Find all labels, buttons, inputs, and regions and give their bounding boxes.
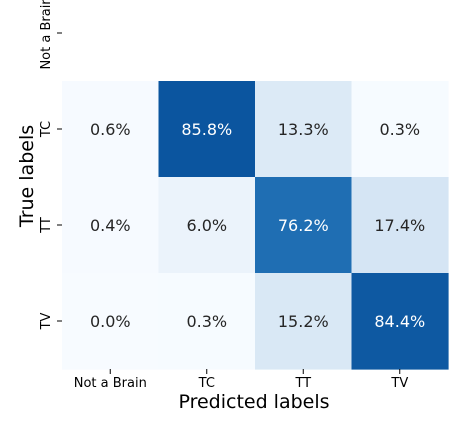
x-axis-title: Predicted labels bbox=[178, 391, 329, 413]
cell-value-label: 0.4% bbox=[90, 216, 131, 235]
y-tick-label-not-a-brain: Not a Brain bbox=[39, 0, 54, 70]
y-axis-ticks: Not a Brain TC TT TV bbox=[39, 0, 62, 330]
heatmap-cell-tc-tv bbox=[351, 81, 449, 178]
heatmap-cell-tv-not-a-brain bbox=[62, 273, 160, 370]
cell-value-label: 85.8% bbox=[181, 120, 232, 139]
heatmap-cell-tc-not-a-brain bbox=[62, 81, 160, 178]
heatmap-cell-tt-not-a-brain bbox=[62, 177, 160, 274]
x-axis-ticks: Not a Brain TC TT TV bbox=[74, 369, 408, 391]
heatmap-cell-tt-tc bbox=[158, 177, 256, 274]
heatmap-cell-tc-tc bbox=[158, 81, 256, 178]
heatmap-cell-tc-tt bbox=[255, 81, 353, 178]
heatmap-cells bbox=[62, 81, 449, 370]
cell-value-label: 17.4% bbox=[374, 216, 425, 235]
y-tick-label-tv: TV bbox=[39, 312, 54, 330]
x-tick-label-not-a-brain: Not a Brain bbox=[74, 376, 147, 391]
heatmap-cell-labels: 0.6% 85.8% 13.3% 0.3% 0.4% 6.0% 76.2% 17.4% 0.0%… bbox=[90, 120, 425, 331]
cell-value-label: 0.6% bbox=[90, 120, 131, 139]
cell-value-label: 0.3% bbox=[379, 120, 420, 139]
cell-value-label: 84.4% bbox=[374, 312, 425, 331]
heatmap-cell-tt-tt bbox=[255, 177, 353, 274]
heatmap-cell-tv-tt bbox=[255, 273, 353, 370]
cell-value-label: 15.2% bbox=[278, 312, 329, 331]
y-tick-label-tt: TT bbox=[39, 217, 54, 234]
heatmap-cell-tv-tc bbox=[158, 273, 256, 370]
cell-value-label: 0.3% bbox=[186, 312, 227, 331]
x-tick-label-tc: TC bbox=[198, 376, 215, 391]
x-tick-label-tt: TT bbox=[294, 376, 311, 391]
heatmap-cell-tt-tv bbox=[351, 177, 449, 274]
cell-value-label: 6.0% bbox=[186, 216, 227, 235]
cell-value-label: 0.0% bbox=[90, 312, 131, 331]
x-tick-label-tv: TV bbox=[390, 376, 408, 391]
y-axis-title: True labels bbox=[16, 125, 38, 228]
heatmap-cell-tv-tv bbox=[351, 273, 449, 370]
y-tick-label-tc: TC bbox=[39, 121, 54, 138]
cell-value-label: 76.2% bbox=[278, 216, 329, 235]
cell-value-label: 13.3% bbox=[278, 120, 329, 139]
